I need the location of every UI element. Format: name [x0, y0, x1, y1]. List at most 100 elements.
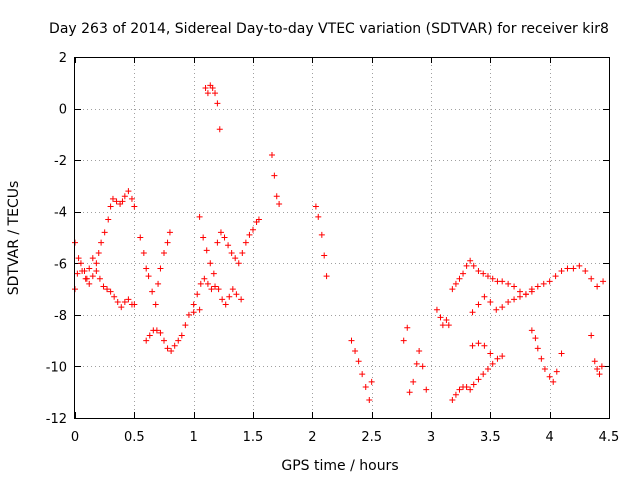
data-point: [576, 262, 583, 269]
series-cluster-n: [449, 257, 607, 298]
data-point: [164, 239, 171, 246]
data-point: [368, 378, 375, 385]
x-tick-label: 2: [308, 430, 316, 445]
data-point: [89, 255, 96, 262]
data-point: [484, 273, 491, 280]
data-point: [209, 84, 216, 91]
x-tick-label: 0.5: [124, 430, 145, 445]
data-point: [235, 260, 242, 267]
data-point: [104, 286, 111, 293]
x-tick-label: 2.5: [361, 430, 382, 445]
data-point: [143, 265, 150, 272]
data-point: [171, 342, 178, 349]
data-point: [487, 350, 494, 357]
data-point: [475, 268, 482, 275]
data-point: [423, 386, 430, 393]
data-point: [406, 389, 413, 396]
data-point: [517, 293, 523, 300]
data-point: [79, 268, 86, 275]
data-point: [194, 291, 201, 298]
grid-layer: [75, 57, 609, 418]
data-point: [118, 304, 125, 311]
data-point: [312, 203, 319, 210]
data-point: [410, 378, 417, 385]
data-point: [210, 270, 217, 277]
data-point: [201, 275, 208, 282]
data-point: [75, 255, 82, 262]
data-point: [452, 391, 459, 398]
data-point: [271, 172, 278, 179]
data-point: [359, 371, 366, 378]
x-tick-label: 0: [71, 430, 79, 445]
data-point: [558, 268, 565, 275]
data-point: [226, 293, 233, 300]
y-tick-label: -10: [46, 360, 67, 375]
data-point: [558, 350, 565, 357]
data-point: [550, 378, 557, 385]
data-point: [487, 298, 494, 305]
data-point: [113, 198, 120, 205]
data-point: [185, 311, 192, 318]
data-point: [480, 270, 487, 277]
data-point: [522, 291, 529, 298]
data-point: [463, 384, 470, 391]
series-cluster-f: [202, 82, 223, 133]
x-tick-label: 1.5: [243, 430, 264, 445]
data-point: [469, 309, 476, 316]
data-point: [276, 200, 283, 207]
series-cluster-s: [588, 332, 605, 378]
data-point: [499, 304, 506, 311]
data-point: [552, 273, 559, 280]
data-point: [121, 298, 128, 305]
data-point: [143, 337, 150, 344]
data-point: [484, 366, 491, 373]
data-point: [82, 275, 89, 282]
data-point: [190, 301, 197, 308]
data-point: [168, 347, 175, 354]
series-cluster-a: [72, 188, 138, 293]
data-point: [366, 396, 373, 403]
y-tick-label: -4: [54, 206, 67, 221]
series-cluster-h: [235, 216, 262, 267]
data-point: [232, 255, 239, 262]
data-point: [352, 347, 359, 354]
data-point: [570, 265, 577, 272]
series-cluster-i: [268, 151, 283, 207]
data-point: [541, 366, 548, 373]
data-point: [437, 314, 444, 321]
series-cluster-e: [190, 275, 245, 308]
data-point: [480, 371, 487, 378]
data-point: [449, 396, 456, 403]
series-cluster-c: [137, 229, 173, 308]
data-point: [546, 373, 553, 380]
data-point: [161, 337, 167, 344]
data-point: [114, 298, 121, 305]
data-point: [164, 345, 171, 352]
data-point: [433, 306, 440, 313]
data-point: [528, 288, 535, 295]
data-point: [463, 262, 470, 269]
data-point: [505, 298, 512, 305]
data-point: [229, 286, 236, 293]
data-point: [238, 296, 245, 303]
data-point: [250, 226, 256, 233]
data-point: [125, 188, 132, 195]
data-point: [469, 342, 476, 349]
data-point: [153, 327, 160, 334]
data-point: [321, 252, 328, 259]
data-point: [178, 332, 185, 339]
data-point: [239, 249, 246, 256]
data-point: [511, 296, 518, 303]
data-point: [534, 345, 541, 352]
data-point: [96, 275, 103, 282]
data-point: [215, 286, 222, 293]
data-point: [190, 309, 197, 316]
data-point: [152, 301, 159, 308]
data-point: [146, 332, 153, 339]
x-axis-label: GPS time / hours: [281, 458, 398, 474]
x-tick-label: 3.5: [480, 430, 501, 445]
data-point: [348, 337, 355, 344]
series-cluster-o: [469, 288, 535, 316]
plot-frame: [74, 57, 610, 419]
